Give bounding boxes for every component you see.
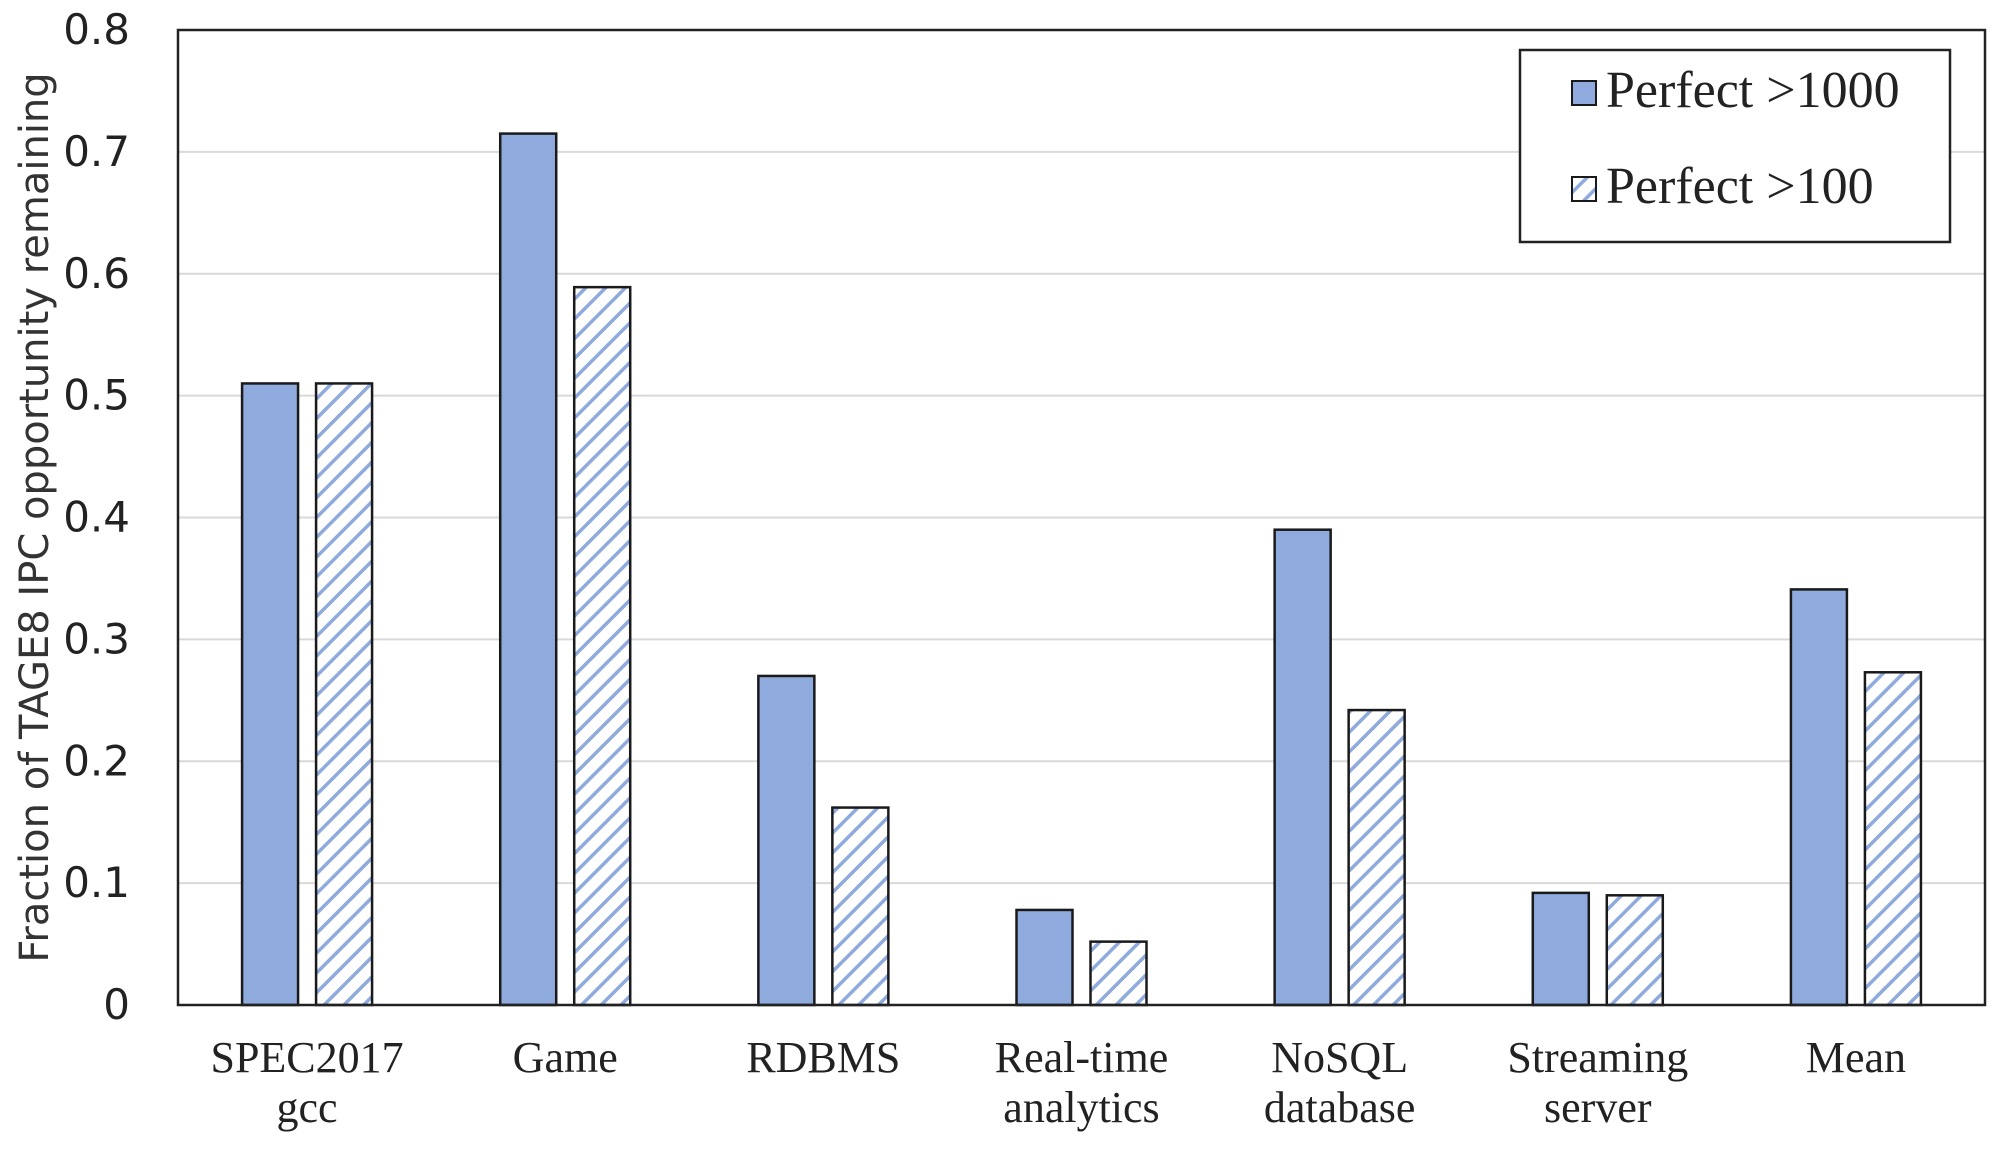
x-tick-label: analytics: [1003, 1083, 1159, 1132]
axes: [176, 28, 1987, 1007]
x-tick-label: server: [1544, 1083, 1652, 1132]
y-tick-label: 0.8: [63, 5, 130, 54]
legend-label: Perfect >100: [1606, 158, 1874, 215]
x-tick-label: database: [1264, 1083, 1415, 1132]
y-tick-labels: 0 0.1 0.2 0.3 0.4 0.5 0.6 0.7 0.8: [63, 5, 130, 1029]
bar-perfect-1000-3: [1015, 908, 1074, 1007]
bar-perfect-1000-1: [498, 132, 558, 1007]
legend: Perfect >1000 Perfect >100: [1518, 48, 1952, 244]
y-tick-label: 0: [103, 980, 130, 1029]
x-tick-label: gcc: [277, 1083, 338, 1132]
y-tick-label: 0.7: [63, 127, 130, 176]
legend-label: Perfect >1000: [1606, 62, 1900, 119]
bar-perfect-1000-0: [240, 382, 300, 1007]
y-tick-label: 0.3: [63, 614, 130, 663]
bar-perfect-100-2: [831, 806, 890, 1007]
x-tick-label: RDBMS: [746, 1033, 900, 1082]
x-tick-label: Streaming: [1507, 1033, 1688, 1082]
bars: [240, 132, 1923, 1007]
x-tick-label: Real-time: [995, 1033, 1169, 1082]
bar-perfect-1000-2: [757, 674, 816, 1007]
legend-swatch: [1571, 80, 1597, 106]
plot-frame: [176, 28, 1987, 1007]
y-tick-label: 0.5: [63, 371, 130, 420]
bar-perfect-100-4: [1347, 708, 1406, 1007]
x-tick-label: Mean: [1806, 1033, 1906, 1082]
x-tick-label: SPEC2017: [210, 1033, 403, 1082]
bar-perfect-100-3: [1089, 940, 1148, 1007]
legend-swatch: [1571, 176, 1597, 202]
bar-perfect-1000-6: [1789, 588, 1849, 1007]
bar-perfect-1000-4: [1273, 528, 1332, 1007]
bar-perfect-100-5: [1605, 894, 1665, 1007]
y-tick-label: 0.1: [63, 858, 130, 907]
y-tick-label: 0.2: [63, 736, 130, 785]
bar-perfect-1000-5: [1531, 891, 1591, 1007]
y-tick-label: 0.4: [63, 493, 130, 542]
bar-perfect-100-1: [572, 285, 632, 1007]
x-tick-label: Game: [513, 1033, 618, 1082]
bar-perfect-100-6: [1863, 671, 1923, 1007]
bar-perfect-100-0: [314, 382, 374, 1007]
y-axis-label: Fraction of TAGE8 IPC opportunity remain…: [12, 72, 58, 962]
gridlines: [178, 150, 1985, 885]
x-tick-label: NoSQL: [1271, 1033, 1408, 1082]
y-tick-label: 0.6: [63, 249, 130, 298]
